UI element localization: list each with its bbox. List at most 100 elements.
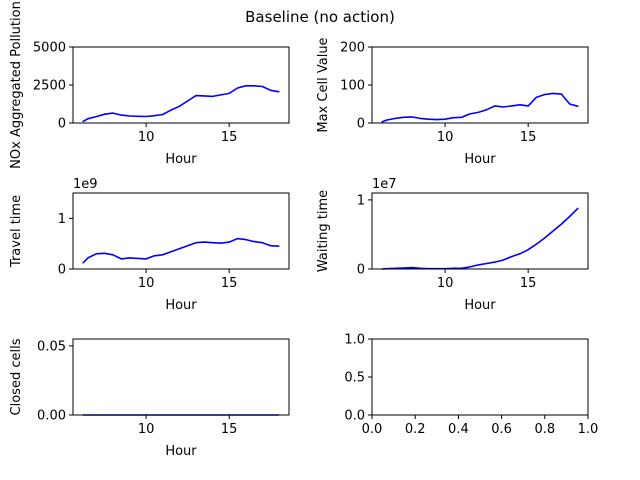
data-point — [477, 111, 479, 113]
data-point — [104, 113, 106, 115]
x-axis-label: Hour — [165, 152, 197, 167]
data-point — [535, 96, 538, 98]
data-point — [452, 117, 454, 119]
data-point — [112, 112, 114, 114]
data-point — [502, 259, 504, 261]
data-point — [527, 105, 529, 107]
x-tick-label: 10 — [138, 276, 155, 291]
data-point — [153, 115, 155, 117]
data-point — [145, 115, 147, 118]
y-tick-label: 1.0 — [344, 333, 365, 348]
data-point — [236, 87, 239, 89]
subplot-2: 10 15 0 100 200 Hour Max Cell Value — [316, 37, 589, 167]
data-point — [220, 94, 222, 96]
data-point — [461, 116, 463, 118]
x-tick-label: 15 — [221, 130, 238, 145]
data-point — [203, 95, 205, 97]
data-point — [187, 100, 189, 102]
plot-frame — [371, 338, 589, 416]
data-point — [535, 243, 538, 245]
data-point — [444, 118, 446, 120]
data-point — [187, 245, 189, 247]
data-point — [486, 109, 488, 111]
data-point — [195, 242, 197, 244]
data-point — [278, 245, 280, 247]
y-offset-label: 1e9 — [73, 177, 98, 192]
data-point — [228, 241, 230, 243]
data-point — [486, 262, 488, 265]
subplot-3: 10 15 0 1 Hour Travel time 1e9 — [9, 177, 290, 313]
x-tick-label: 15 — [520, 276, 537, 291]
x-axis-label: Hour — [165, 444, 197, 459]
data-point — [203, 241, 205, 243]
x-tick-label: 0.6 — [491, 422, 512, 437]
y-tick-label: 0.00 — [37, 409, 66, 424]
data-point — [253, 85, 255, 87]
data-point — [494, 261, 496, 263]
data-point — [427, 118, 430, 120]
y-tick-label: 0 — [357, 117, 365, 132]
y-tick-label: 200 — [340, 41, 365, 56]
data-point — [95, 253, 97, 255]
data-point — [544, 237, 546, 239]
x-axis-label: Hour — [464, 152, 496, 167]
data-point — [95, 116, 97, 118]
data-point — [120, 258, 122, 260]
subplot-4: 10 15 0 1 Hour Waiting time 1e7 — [316, 177, 589, 313]
x-tick-label: 15 — [221, 276, 238, 291]
y-tick-label: 1 — [58, 212, 66, 227]
x-tick-label: 0.4 — [448, 422, 469, 437]
data-point — [82, 120, 84, 123]
y-tick-label: 5000 — [33, 41, 66, 56]
x-axis-label: Hour — [165, 298, 197, 313]
subplot-1: 10 15 0 2500 5000 Hour NOx Aggregated Pollutio… — [9, 1, 290, 169]
data-point — [245, 239, 247, 241]
data-point — [137, 257, 139, 259]
subplot-5: 10 15 0.00 0.05 Hour Closed cells — [9, 338, 290, 459]
data-point — [137, 115, 139, 117]
data-point — [477, 264, 479, 266]
y-axis-label: Travel time — [9, 195, 24, 268]
data-point — [560, 93, 563, 95]
data-point — [170, 109, 172, 111]
x-axis-label: Hour — [464, 298, 496, 313]
y-offset-label: 1e7 — [372, 177, 397, 192]
data-point — [178, 105, 180, 107]
data-point — [228, 92, 230, 94]
x-tick-label: 0.2 — [405, 422, 426, 437]
x-tick-label: 15 — [221, 422, 238, 437]
plot-frame — [371, 192, 589, 270]
data-point — [261, 242, 263, 244]
series-line — [82, 237, 280, 264]
data-point — [527, 249, 529, 251]
data-point — [577, 207, 579, 209]
data-point — [403, 116, 405, 118]
x-tick-label: 0.0 — [362, 422, 383, 437]
y-tick-label: 1 — [357, 193, 365, 208]
data-point — [178, 248, 180, 250]
data-point — [236, 238, 239, 240]
data-point — [128, 257, 131, 259]
data-point — [519, 253, 521, 255]
data-point — [87, 118, 89, 120]
data-point — [411, 116, 413, 118]
y-tick-label: 0 — [58, 117, 66, 132]
data-point — [170, 251, 172, 253]
data-point — [261, 85, 263, 88]
data-point — [469, 113, 471, 115]
plot-frame — [72, 46, 290, 124]
data-point — [270, 89, 272, 91]
data-point — [220, 242, 222, 244]
data-point — [469, 266, 471, 268]
x-tick-label: 0.8 — [534, 422, 555, 437]
data-point — [145, 258, 147, 260]
data-point — [419, 117, 421, 119]
data-point — [577, 105, 579, 107]
x-tick-label: 10 — [437, 276, 454, 291]
x-tick-label: 10 — [138, 422, 155, 437]
data-point — [436, 119, 438, 121]
data-point — [560, 223, 563, 225]
y-tick-label: 2500 — [33, 79, 66, 94]
